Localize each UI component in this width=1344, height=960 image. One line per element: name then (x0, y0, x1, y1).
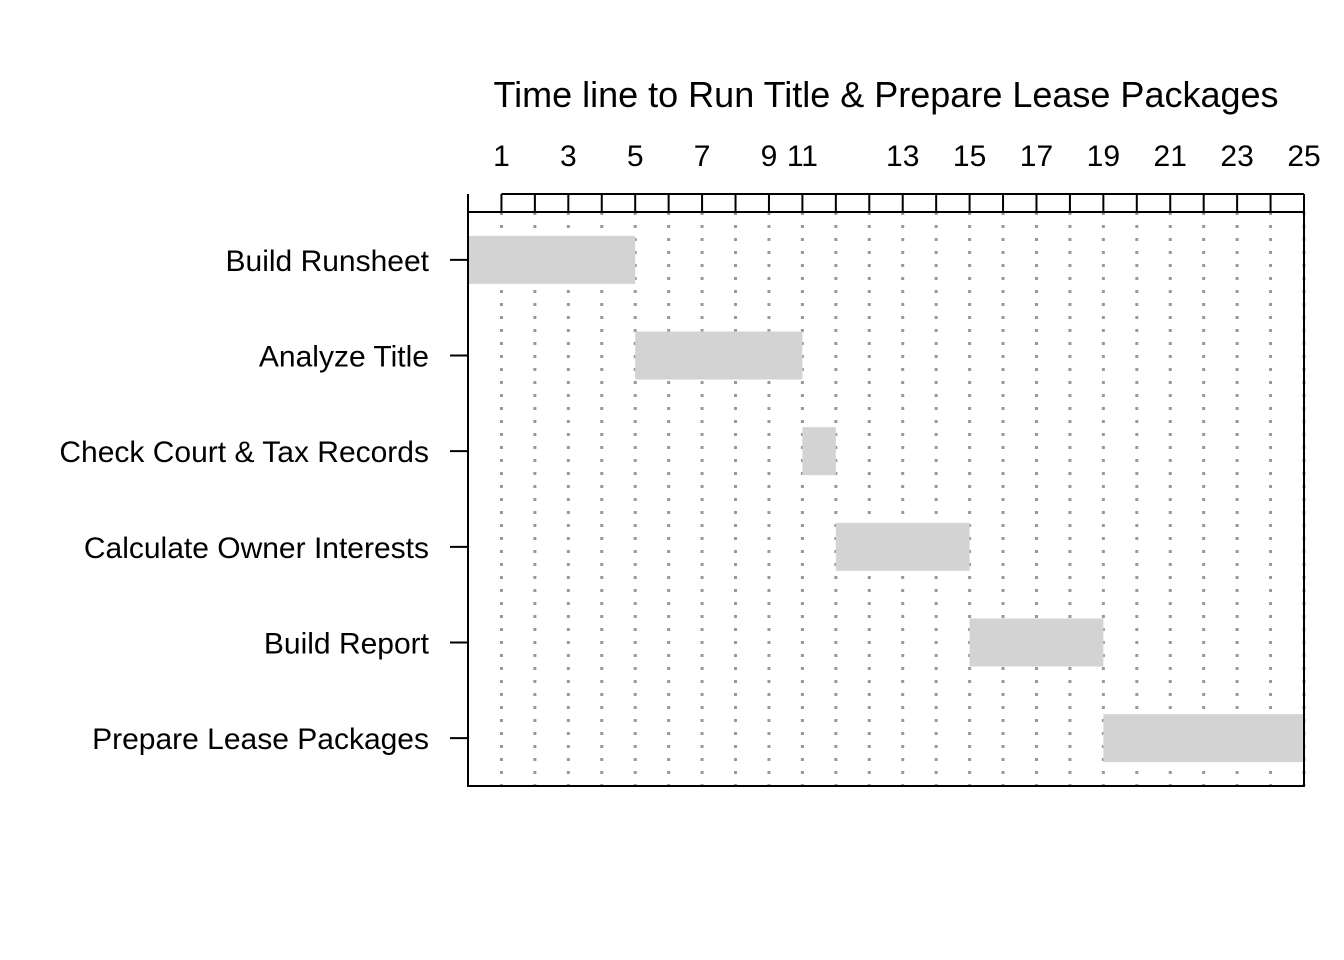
task-bar (802, 427, 836, 476)
tick-label: 9 (761, 140, 778, 173)
task-label: Calculate Owner Interests (84, 532, 429, 565)
time-axis: 1 3 5 7 9 11 13 15 17 19 21 23 25 (467, 140, 1321, 212)
task-bar (635, 331, 803, 380)
plot-frame (467, 211, 1305, 787)
tick-label: 15 (953, 140, 986, 173)
tick-label: 5 (627, 140, 644, 173)
tick-label: 1 (493, 140, 510, 173)
tick-label: 3 (560, 140, 577, 173)
task-bars (468, 235, 1304, 763)
grid-lines (499, 212, 1306, 786)
tick-label: 19 (1087, 140, 1120, 173)
task-label: Check Court & Tax Records (59, 436, 429, 469)
task-bar (969, 618, 1104, 667)
tick-label: 11 (787, 140, 818, 173)
task-labels: Build Runsheet Analyze Title Check Court &… (59, 245, 468, 756)
task-bar (468, 235, 636, 284)
task-label: Build Runsheet (226, 245, 430, 278)
tick-label: 13 (886, 140, 919, 173)
task-bar (835, 522, 970, 571)
tick-label: 17 (1020, 140, 1053, 173)
tick-label: 21 (1154, 140, 1187, 173)
tick-label: 23 (1220, 140, 1253, 173)
task-label: Analyze Title (259, 341, 429, 374)
chart-title: Time line to Run Title & Prepare Lease P… (493, 74, 1278, 115)
task-label: Prepare Lease Packages (92, 723, 429, 756)
tick-label: 7 (694, 140, 711, 173)
tick-label: 25 (1287, 140, 1320, 173)
task-label: Build Report (264, 628, 430, 661)
task-bar (1103, 714, 1304, 763)
